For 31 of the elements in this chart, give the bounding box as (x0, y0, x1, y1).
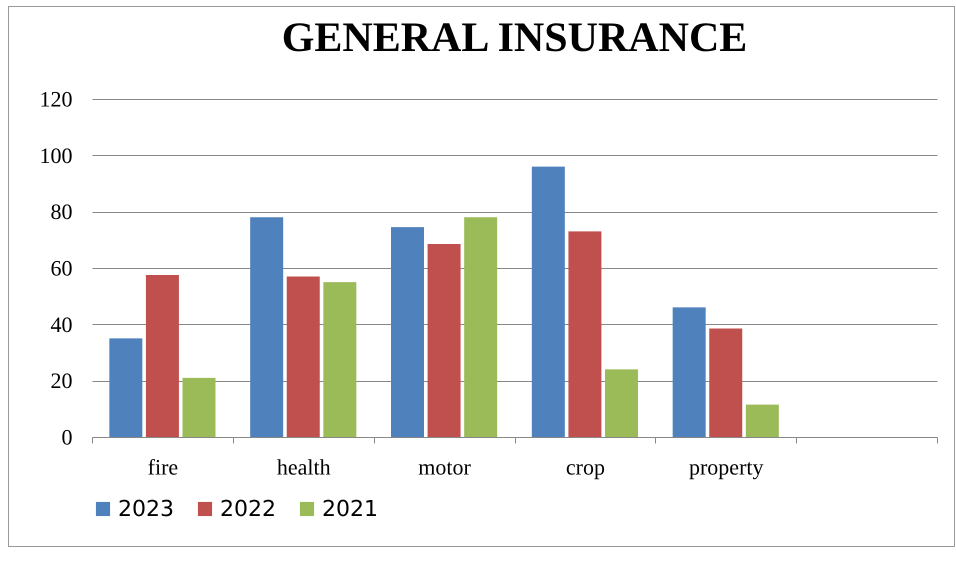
x-tick-label: crop (566, 454, 605, 480)
y-tick-label: 120 (40, 86, 72, 112)
x-tick-label: health (276, 454, 331, 480)
bar (746, 404, 779, 437)
x-tick-label: fire (148, 454, 178, 480)
x-tick-label: property (688, 454, 764, 480)
bar (146, 275, 179, 437)
legend-label: 2021 (322, 497, 378, 522)
y-tick-label: 40 (50, 312, 72, 337)
y-tick-label: 0 (62, 424, 72, 450)
bar (109, 338, 142, 437)
y-tick-label: 100 (40, 142, 72, 168)
bar (391, 227, 424, 437)
bar (250, 217, 284, 437)
legend-label: 2022 (220, 497, 276, 522)
chart-title: GENERAL INSURANCE (282, 15, 748, 61)
bar (672, 307, 706, 437)
bar (182, 378, 216, 437)
legend-label: 2023 (118, 497, 174, 522)
y-tick-label: 60 (50, 256, 72, 280)
bar (286, 276, 320, 437)
bar (568, 231, 602, 437)
bar (532, 166, 565, 437)
bar (709, 328, 742, 437)
bar (428, 244, 461, 437)
bar (464, 217, 498, 437)
bar (604, 369, 638, 437)
bar (323, 282, 356, 437)
y-tick-label: 80 (50, 199, 72, 224)
x-tick-label: motor (418, 454, 472, 480)
y-tick-label: 20 (50, 368, 72, 394)
